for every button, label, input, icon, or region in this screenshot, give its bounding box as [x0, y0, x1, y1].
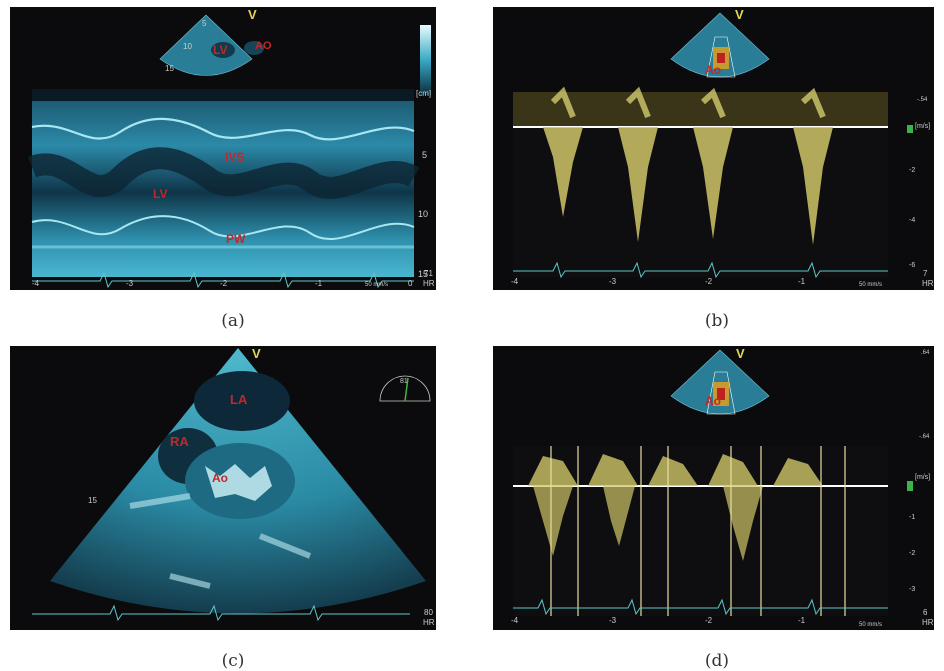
doppler-envelope [543, 127, 833, 245]
sector-depth-15: 15 [165, 64, 174, 73]
ecg-trace [513, 261, 888, 279]
sector-depth-10: 10 [183, 42, 192, 51]
time-tick-minus4: -4 [511, 277, 519, 286]
sector-label-ao: Ao [705, 63, 721, 77]
unit-label: [m/s] [915, 474, 931, 481]
unit-label: [m/s] [915, 123, 931, 130]
panel-b-doppler: V Ao [m/s] -2 -4 -6 -.54 7 HR -4 -3 -2 -… [493, 7, 934, 290]
time-tick-0: 0 [408, 279, 413, 288]
scale-top: .64 [921, 350, 930, 356]
caption-d: (d) [704, 651, 730, 671]
mini-sector [159, 14, 253, 76]
caption-c: (c) [221, 651, 245, 671]
caption-b: (b) [704, 311, 730, 331]
velocity-tick-minus6: -6 [909, 262, 916, 269]
heart-rate-value: 7 [923, 269, 928, 278]
panel-d-doppler: V Ao .64 -.64 [m/s] -1 -2 -3 6 HR -4 -3 … [493, 346, 934, 630]
time-tick-minus1: -1 [798, 277, 806, 286]
sector-label-lv: LV [213, 43, 228, 57]
ecg-trace [32, 271, 414, 289]
label-ao: Ao [212, 471, 228, 485]
doppler-strip [513, 446, 888, 616]
label-ivs: IVS [225, 150, 245, 164]
time-tick-minus3: -3 [126, 279, 134, 288]
angle-value: 81 [400, 378, 408, 385]
velocity-tick-minus2: -2 [909, 167, 916, 174]
sweep-speed: 50 mm/s [859, 622, 883, 628]
depth-tick-15: 15 [418, 269, 429, 279]
depth-tick-5: 5 [422, 150, 428, 160]
panel-c-tee-image: V LA RA Ao 15 81 80 HR [10, 346, 436, 630]
time-tick-minus2: -2 [220, 279, 228, 288]
depth-tick-10: 10 [418, 209, 429, 219]
heart-rate-value: 80 [424, 608, 433, 617]
ecg-trace [513, 598, 888, 616]
velocity-tick-minus3: -3 [909, 586, 916, 593]
depth-tick-15: 15 [88, 496, 97, 505]
time-tick-minus4: -4 [32, 279, 40, 288]
velocity-tick-minus1: -1 [909, 514, 916, 521]
sector-label-ao: Ao [705, 394, 721, 408]
time-tick-minus3: -3 [609, 277, 617, 286]
label-la: LA [230, 392, 248, 407]
probe-mark: V [735, 7, 744, 22]
heart-rate-label: HR [922, 279, 934, 288]
sector-label-ao: AO [255, 40, 272, 52]
time-tick-minus1: -1 [798, 616, 806, 625]
unit-label: [cm] [416, 89, 432, 98]
label-lv: LV [153, 187, 168, 201]
probe-mark: V [252, 346, 261, 361]
scale-bottom: -.54 [917, 97, 928, 103]
time-tick-minus3: -3 [609, 616, 617, 625]
ecg-trace [32, 604, 410, 622]
heart-rate-label: HR [423, 279, 435, 288]
doppler-envelope [528, 454, 823, 486]
time-tick-minus4: -4 [511, 616, 519, 625]
panel-a-mmode: V LV AO 5 10 15 [cm] IVS LV PW 5 10 15 7… [10, 7, 436, 290]
probe-mark: V [736, 346, 745, 361]
heart-rate-label: HR [423, 618, 435, 627]
heart-rate-value: 6 [923, 608, 928, 617]
sweep-speed: 50 mm/s [365, 282, 389, 288]
sweep-speed: 50 mm/s [859, 282, 883, 288]
caption-a: (a) [221, 311, 245, 331]
time-tick-minus2: -2 [705, 277, 713, 286]
probe-mark: V [248, 7, 257, 22]
time-tick-minus2: -2 [705, 616, 713, 625]
sector-depth-5: 5 [202, 19, 207, 28]
time-tick-minus1: -1 [315, 279, 323, 288]
velocity-tick-minus2: -2 [909, 550, 916, 557]
label-pw: PW [226, 232, 246, 246]
label-ra: RA [170, 434, 189, 449]
scale-bottom: -.64 [919, 434, 930, 440]
heart-rate-value: 71 [424, 269, 433, 278]
heart-rate-label: HR [922, 618, 934, 627]
velocity-tick-minus4: -4 [909, 217, 916, 224]
